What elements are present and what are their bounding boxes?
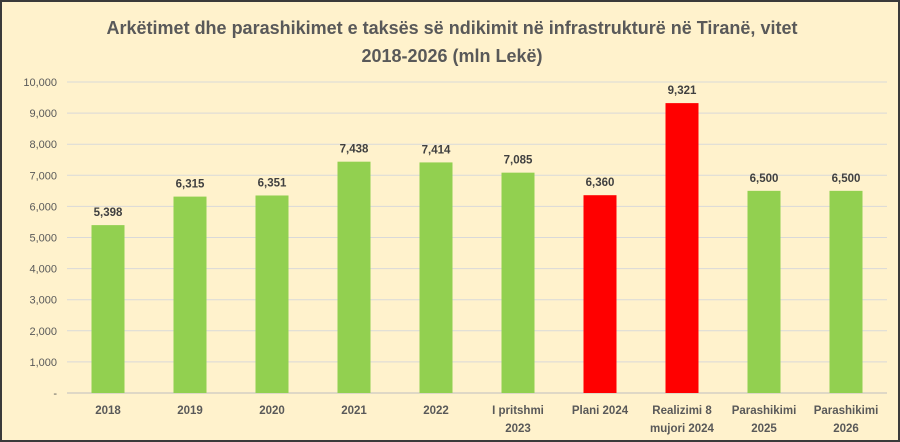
bar xyxy=(419,162,453,393)
y-tick-label: 1,000 xyxy=(29,357,57,369)
y-tick-label: 5,000 xyxy=(29,233,57,245)
x-tick-label: Parashikimi xyxy=(814,405,879,417)
x-tick-label: 2025 xyxy=(751,423,777,435)
bar xyxy=(501,172,535,393)
x-tick-label: 2023 xyxy=(505,423,531,435)
data-label: 5,398 xyxy=(94,207,123,219)
y-tick-label: 9,000 xyxy=(29,108,57,120)
title-line-2: 2018-2026 (mln Lekë) xyxy=(361,46,543,66)
x-tick-label: Parashikimi xyxy=(732,405,797,417)
data-label: 6,500 xyxy=(832,173,861,185)
data-label: 6,500 xyxy=(750,173,779,185)
bar xyxy=(337,161,371,393)
data-label: 9,321 xyxy=(668,85,697,97)
bar xyxy=(173,196,207,393)
bar xyxy=(255,195,289,393)
y-tick-label: - xyxy=(53,388,57,400)
title-line-1: Arkëtimet dhe parashikimet e taksës së n… xyxy=(106,18,798,38)
x-tick-label: mujori 2024 xyxy=(650,423,715,435)
x-tick-label: I pritshmi xyxy=(492,405,544,417)
y-tick-label: 8,000 xyxy=(29,139,57,151)
y-tick-label: 7,000 xyxy=(29,170,57,182)
x-tick-label: Realizimi 8 xyxy=(652,405,712,417)
y-tick-label: 10,000 xyxy=(23,77,57,89)
data-label: 7,438 xyxy=(340,144,369,156)
y-tick-label: 3,000 xyxy=(29,295,57,307)
data-label: 6,360 xyxy=(586,177,615,189)
data-label: 7,414 xyxy=(422,144,451,156)
x-tick-label: 2021 xyxy=(341,405,367,417)
bar xyxy=(665,103,699,394)
x-tick-label: 2022 xyxy=(423,405,449,417)
x-tick-label: 2018 xyxy=(95,405,121,417)
bar xyxy=(829,190,863,393)
data-label: 6,315 xyxy=(176,179,205,191)
x-tick-label: 2020 xyxy=(259,405,285,417)
y-tick-label: 2,000 xyxy=(29,326,57,338)
data-label: 7,085 xyxy=(504,155,533,167)
data-label: 6,351 xyxy=(258,177,287,189)
bar xyxy=(747,190,781,393)
bar xyxy=(583,195,617,393)
chart-title: Arkëtimet dhe parashikimet e taksës së n… xyxy=(2,14,898,70)
x-tick-label: Plani 2024 xyxy=(572,405,629,417)
bar xyxy=(91,225,125,393)
x-tick-label: 2019 xyxy=(177,405,203,417)
x-tick-label: 2026 xyxy=(833,423,859,435)
y-tick-label: 4,000 xyxy=(29,264,57,276)
y-tick-label: 6,000 xyxy=(29,201,57,213)
